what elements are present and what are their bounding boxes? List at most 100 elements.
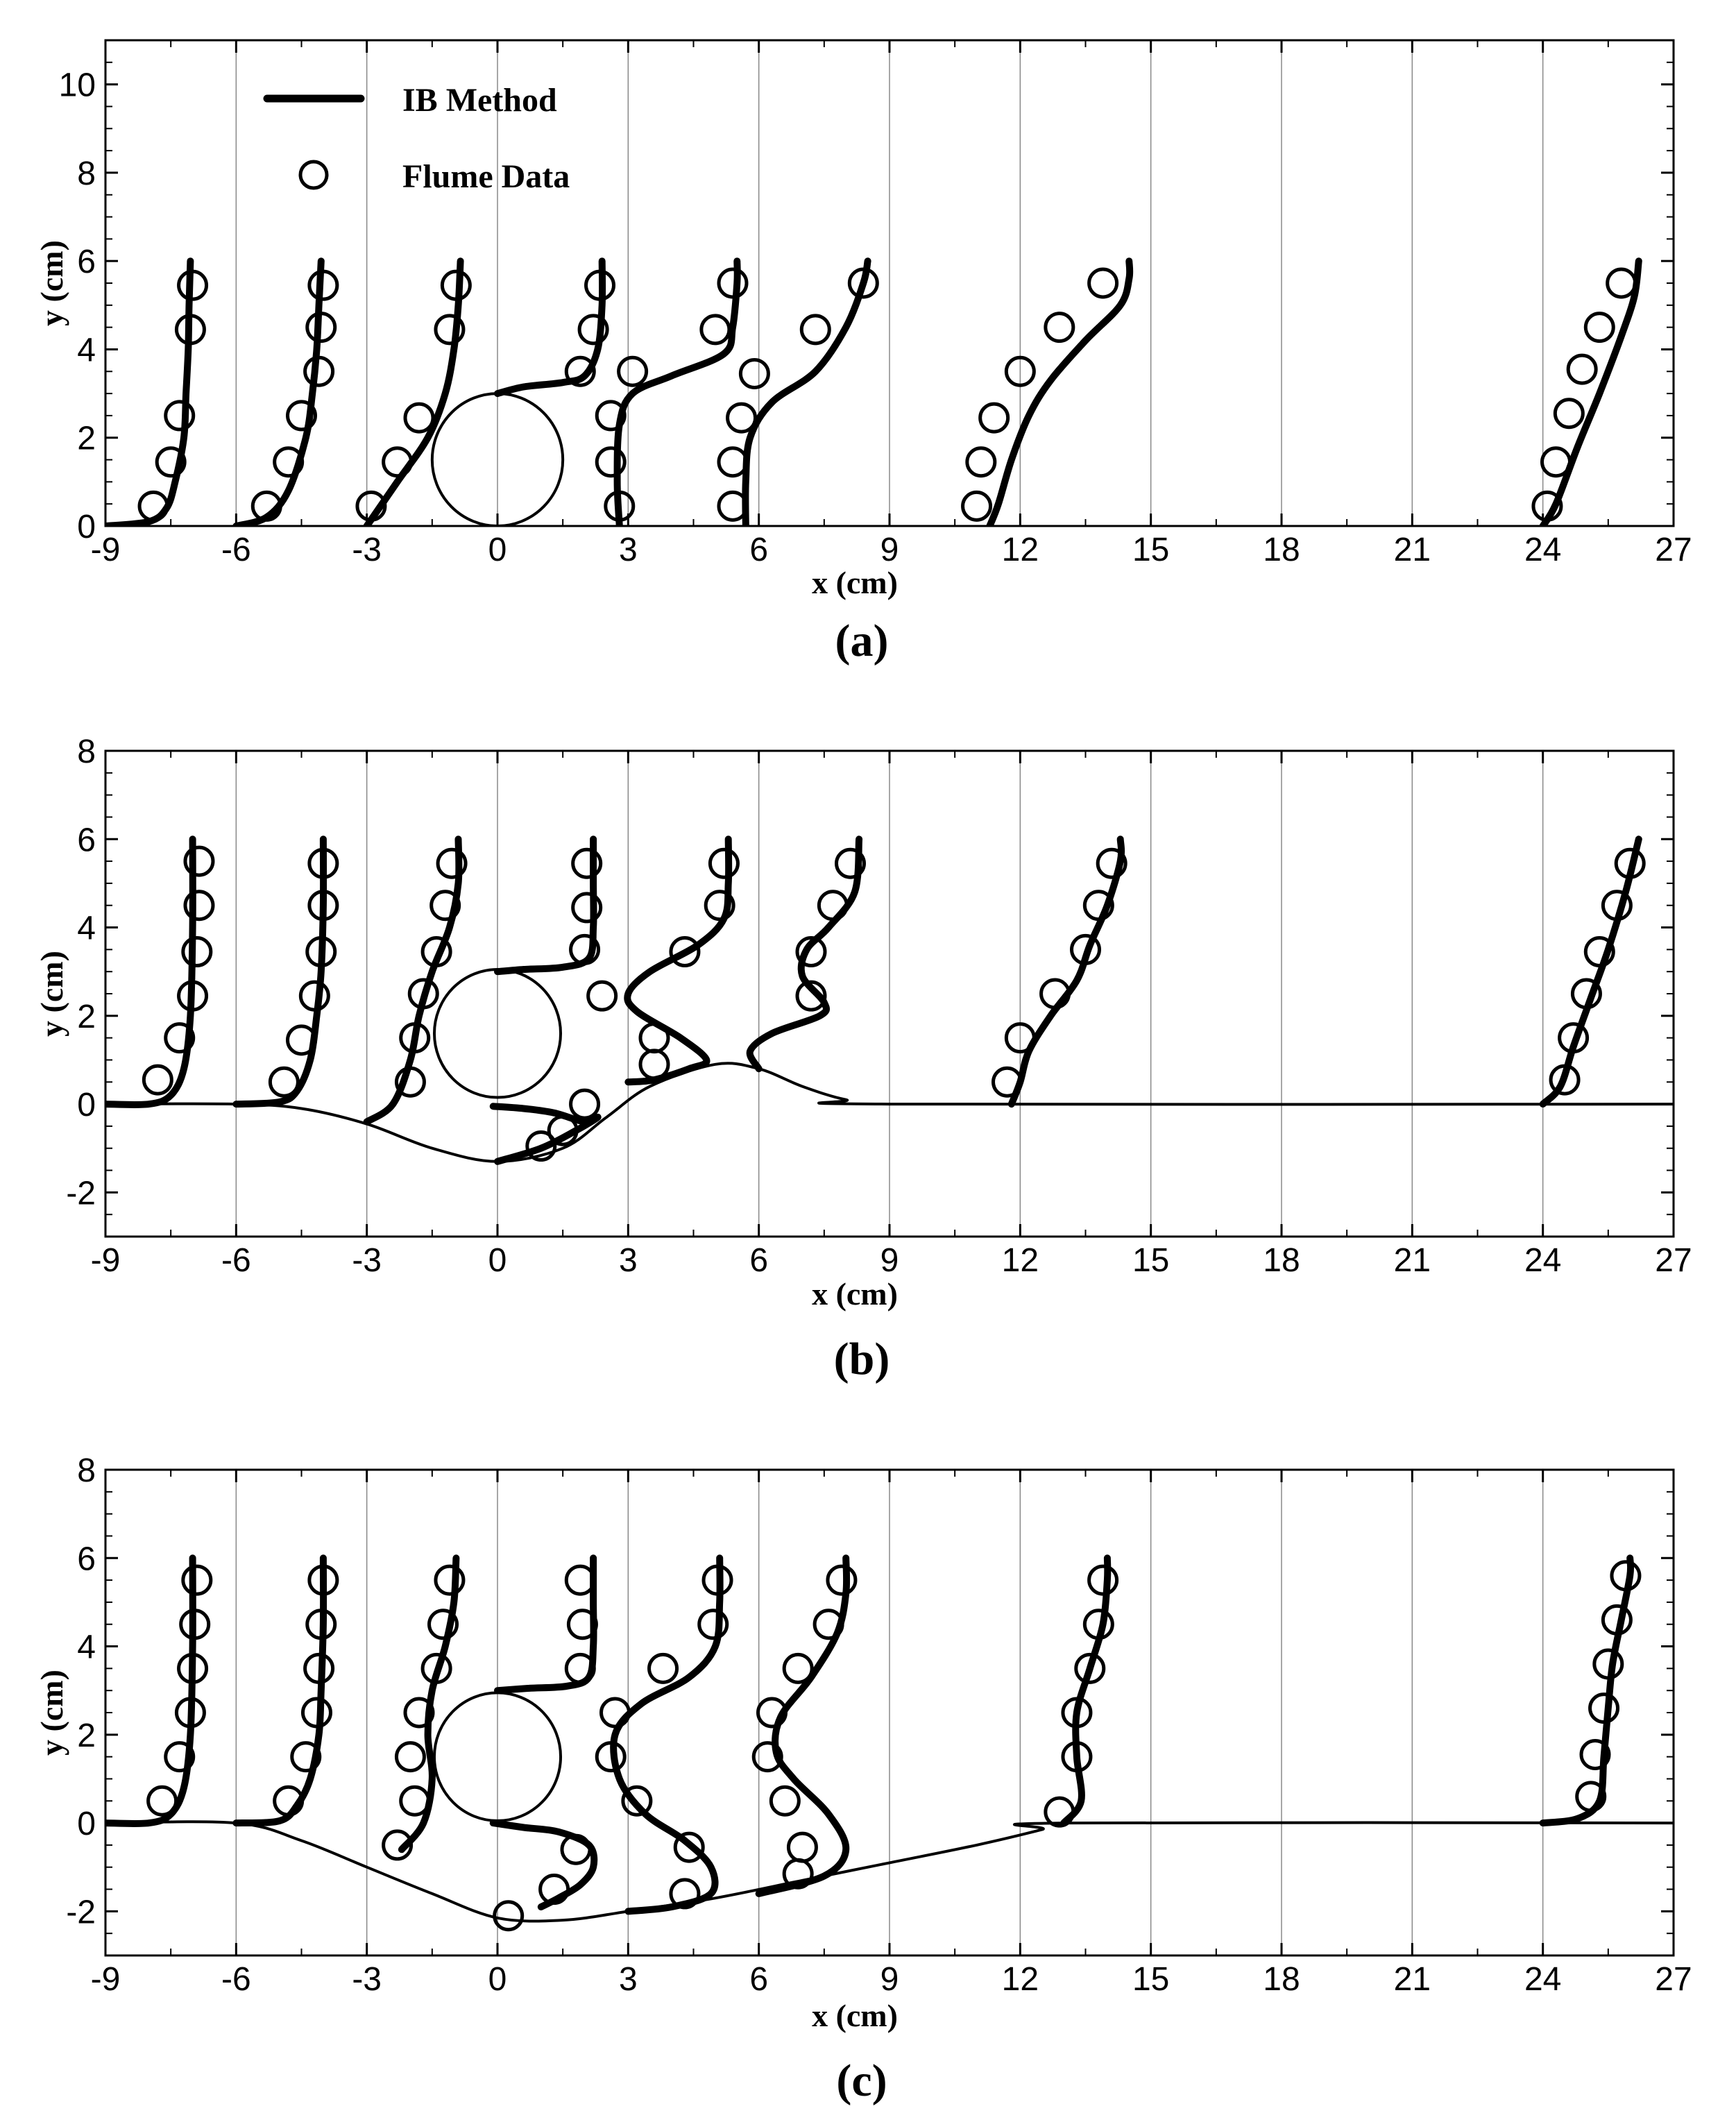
flume-data-point	[382, 446, 414, 478]
flume-data-point	[300, 1697, 332, 1729]
y-tick-label: 4	[77, 910, 96, 947]
x-tick-label: 12	[1002, 532, 1039, 568]
flume-data-point	[1540, 446, 1572, 478]
flume-data-point	[992, 1066, 1023, 1098]
x-tick-label: 12	[1002, 1242, 1039, 1279]
ib-method-line	[1007, 835, 1125, 1108]
plot-area	[105, 1554, 1674, 1932]
y-tick-label: 6	[77, 1541, 96, 1577]
flume-data-point	[303, 355, 335, 387]
flume-data-point	[1096, 847, 1127, 879]
flume-data-point	[577, 314, 609, 346]
flume-data-point	[403, 402, 435, 434]
x-tick-label: -9	[91, 1961, 121, 1998]
flume-data-point	[647, 1652, 679, 1684]
flume-data-point	[420, 1652, 452, 1684]
ib-method-line	[1539, 257, 1642, 526]
ib-method-line	[105, 835, 196, 1109]
flume-data-point	[799, 314, 831, 346]
flume-data-point	[183, 890, 215, 922]
flume-data-point	[286, 400, 317, 432]
ib-method-line	[232, 1554, 327, 1827]
x-tick-label: 3	[619, 532, 638, 568]
baseline-curve	[105, 1820, 1674, 1923]
flume-data-point	[595, 1741, 627, 1773]
ib-method-line	[105, 1554, 196, 1828]
y-tick-label: 0	[77, 1806, 96, 1842]
flume-data-point	[1531, 490, 1563, 522]
flume-data-point	[1566, 353, 1598, 385]
x-tick-label: 0	[488, 532, 507, 568]
ib-method-line	[610, 1554, 724, 1915]
x-tick-label: 15	[1132, 1961, 1169, 1998]
ib-method-line	[398, 1554, 460, 1853]
x-tick-label: -6	[221, 532, 251, 568]
x-tick-label: 0	[488, 1961, 507, 1998]
ib-method-line	[742, 257, 871, 526]
flume-data-point	[1039, 978, 1071, 1010]
flume-data-point	[303, 1652, 335, 1684]
y-tick-label: 6	[77, 244, 96, 280]
plot-area	[105, 835, 1674, 1165]
y-tick-label: 4	[77, 1629, 96, 1666]
flume-data-point	[595, 400, 627, 432]
flume-data-point	[434, 314, 466, 346]
flume-data-point	[181, 1564, 213, 1596]
flume-data-point	[1074, 1652, 1106, 1684]
flume-data-point	[155, 446, 187, 478]
x-tick-label: -6	[221, 1242, 251, 1279]
x-tick-label: 9	[880, 1242, 899, 1279]
x-tick-label: 24	[1524, 1961, 1561, 1998]
flume-data-point	[174, 314, 206, 346]
flume-data-point	[669, 1878, 701, 1910]
ib-method-line	[363, 835, 463, 1126]
flume-data-point	[1610, 1560, 1642, 1592]
flume-data-point	[1553, 398, 1585, 430]
flume-data-point	[756, 1697, 788, 1729]
flume-data-point	[795, 980, 827, 1012]
x-axis-label: x (cm)	[812, 1276, 898, 1312]
ib-method-line	[755, 1554, 851, 1897]
flume-data-point	[305, 936, 337, 968]
flume-data-point	[617, 355, 649, 387]
panel-caption: (a)	[835, 616, 889, 666]
ib-method-line	[494, 835, 597, 976]
x-axis-label: x (cm)	[812, 565, 898, 600]
flume-data-point	[566, 1609, 598, 1640]
ib-method-line	[494, 257, 606, 398]
flume-data-point	[307, 890, 339, 922]
flume-data-point	[1583, 936, 1615, 968]
flume-data-point	[717, 267, 749, 299]
legend-marker-label: Flume Data	[402, 158, 570, 195]
flume-data-point	[782, 1652, 814, 1684]
flume-data-point	[599, 1697, 631, 1729]
y-tick-label: 2	[77, 999, 96, 1035]
flume-data-point	[584, 269, 616, 301]
ib-method-line	[363, 257, 464, 526]
flume-data-point	[177, 980, 209, 1012]
flume-data-point	[355, 490, 387, 522]
flume-data-point	[1061, 1741, 1093, 1773]
x-tick-label: 3	[619, 1961, 638, 1998]
flume-data-point	[273, 446, 305, 478]
flume-data-point	[717, 490, 749, 522]
flume-data-point	[307, 1564, 339, 1596]
flume-data-point	[429, 890, 461, 922]
flume-data-point	[399, 1022, 431, 1054]
flume-data-point	[1583, 312, 1615, 343]
flume-data-point	[1082, 1609, 1114, 1640]
flume-data-point	[174, 1697, 206, 1729]
flume-data-point	[525, 1130, 557, 1162]
flume-data-point	[564, 1652, 596, 1684]
x-tick-label: 21	[1394, 1242, 1431, 1279]
flume-data-point	[978, 402, 1010, 434]
flume-data-point	[1606, 267, 1637, 299]
baseline-curve	[105, 1062, 1674, 1163]
flume-data-point	[1087, 1564, 1119, 1596]
y-axis-label: y (cm)	[34, 240, 69, 326]
flume-data-point	[164, 1741, 196, 1773]
flume-data-point	[564, 355, 596, 387]
flume-data-point	[795, 936, 827, 968]
